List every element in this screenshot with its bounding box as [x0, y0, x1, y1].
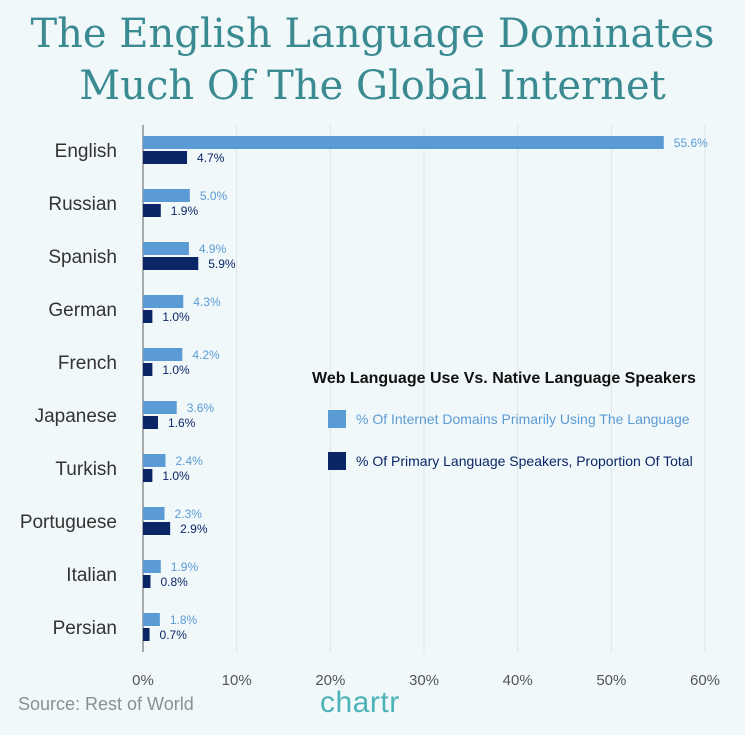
x-tick-label: 0%	[132, 672, 154, 689]
category-label: Spanish	[48, 247, 117, 268]
legend-label-speakers: % Of Primary Language Speakers, Proporti…	[356, 453, 693, 469]
data-label-domains: 1.9%	[171, 560, 199, 574]
legend-swatch-domains	[328, 410, 346, 428]
bar-domains	[143, 189, 190, 202]
bar-domains	[143, 136, 664, 149]
bar-domains	[143, 348, 183, 361]
legend-item-speakers: % Of Primary Language Speakers, Proporti…	[328, 452, 732, 470]
source-note: Source: Rest of World	[18, 694, 194, 714]
category-label: French	[58, 353, 117, 374]
legend-label-domains: % Of Internet Domains Primarily Using Th…	[356, 411, 690, 427]
data-label-domains: 3.6%	[187, 401, 215, 415]
bar-speakers	[143, 310, 153, 323]
data-label-domains: 1.8%	[170, 613, 198, 627]
brand-logo: chartr	[320, 686, 400, 719]
bar-speakers	[143, 575, 151, 588]
category-label: Italian	[66, 565, 117, 586]
data-label-domains: 4.9%	[199, 242, 227, 256]
bar-speakers	[143, 628, 150, 641]
bar-domains	[143, 454, 166, 467]
data-label-speakers: 0.7%	[160, 628, 188, 642]
data-label-speakers: 2.9%	[180, 522, 208, 536]
bar-speakers	[143, 204, 161, 217]
legend-item-domains: % Of Internet Domains Primarily Using Th…	[328, 410, 732, 428]
data-label-speakers: 5.9%	[208, 257, 236, 271]
legend-swatch-speakers	[328, 452, 346, 470]
chart-title: The English Language Dominates Much Of T…	[30, 11, 715, 109]
category-label: Russian	[48, 194, 117, 215]
data-label-speakers: 1.0%	[162, 363, 190, 377]
x-tick-label: 60%	[690, 672, 720, 689]
data-label-speakers: 0.8%	[160, 575, 188, 589]
data-label-speakers: 1.0%	[162, 310, 190, 324]
bar-speakers	[143, 522, 171, 535]
bar-domains	[143, 242, 189, 255]
legend-title: Web Language Use Vs. Native Language Spe…	[312, 370, 696, 387]
bar-domains	[143, 295, 184, 308]
category-label: German	[48, 300, 117, 321]
data-label-domains: 55.6%	[674, 136, 708, 150]
category-label: English	[55, 141, 117, 162]
data-label-domains: 5.0%	[200, 189, 228, 203]
bar-speakers	[143, 363, 153, 376]
bar-speakers	[143, 416, 158, 429]
data-label-domains: 4.3%	[193, 295, 221, 309]
legend: Web Language Use Vs. Native Language Spe…	[312, 370, 732, 494]
category-label: Japanese	[35, 406, 117, 427]
data-label-speakers: 1.0%	[162, 469, 190, 483]
x-tick-label: 40%	[503, 672, 533, 689]
bar-domains	[143, 560, 161, 573]
data-label-speakers: 4.7%	[197, 151, 225, 165]
data-label-domains: 2.4%	[175, 454, 203, 468]
data-label-speakers: 1.9%	[171, 204, 199, 218]
category-label: Persian	[53, 618, 117, 639]
category-label: Turkish	[55, 459, 117, 480]
category-label: Portuguese	[20, 512, 117, 533]
bar-speakers	[143, 151, 188, 164]
data-label-domains: 4.2%	[192, 348, 220, 362]
bar-domains	[143, 613, 160, 626]
data-label-speakers: 1.6%	[168, 416, 196, 430]
x-tick-label: 50%	[596, 672, 626, 689]
x-tick-label: 20%	[315, 672, 345, 689]
bar-speakers	[143, 257, 199, 270]
data-label-domains: 2.3%	[175, 507, 203, 521]
bar-domains	[143, 401, 177, 414]
x-tick-label: 30%	[409, 672, 439, 689]
bar-speakers	[143, 469, 153, 482]
x-tick-label: 10%	[222, 672, 252, 689]
bar-domains	[143, 507, 165, 520]
